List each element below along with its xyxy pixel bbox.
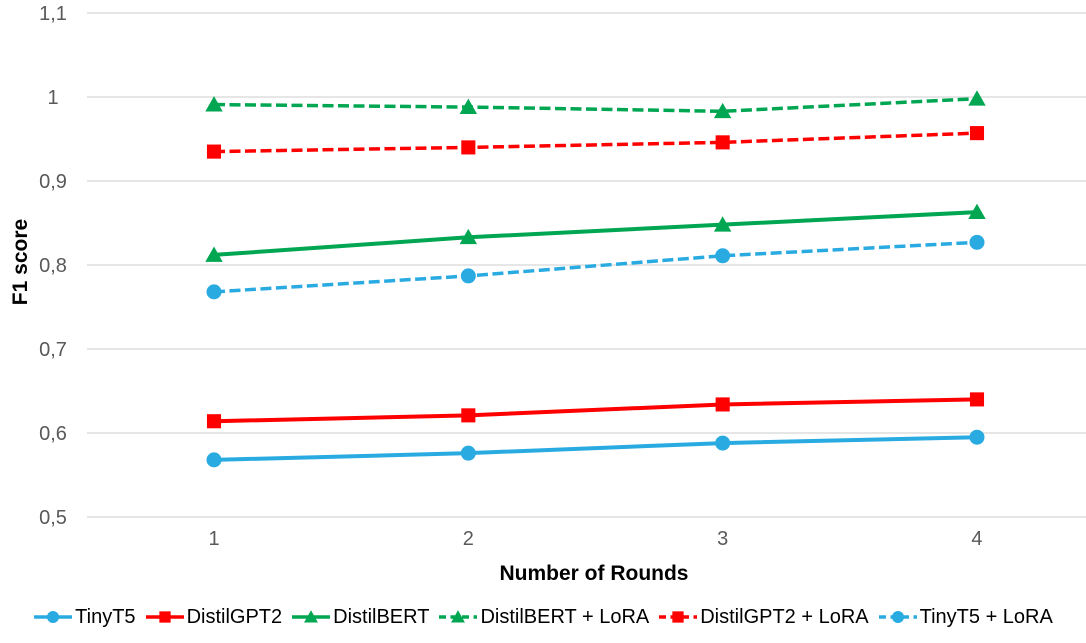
data-point-marker bbox=[206, 452, 222, 468]
circle-marker-icon bbox=[34, 611, 73, 623]
data-point-marker bbox=[205, 96, 223, 112]
data-point-marker bbox=[969, 392, 985, 407]
circle-marker-icon bbox=[878, 611, 917, 623]
data-point-marker bbox=[968, 203, 986, 219]
y-tick-label: 1,1 bbox=[39, 3, 67, 25]
legend-label: DistilGPT2 + LoRA bbox=[700, 605, 869, 628]
legend-marker bbox=[451, 610, 466, 623]
y-tick-label: 0,7 bbox=[39, 339, 67, 361]
data-point-marker bbox=[713, 102, 732, 119]
legend-item-tinyt5-lora: TinyT5 + LoRA bbox=[878, 606, 1053, 629]
x-tick-label: 4 bbox=[971, 528, 982, 550]
legend-item-distilbert-lora: DistilBERT + LoRA bbox=[438, 606, 649, 629]
chart-legend: TinyT5 DistilGPT2 DistilBERT DistilBERT + L… bbox=[0, 603, 1086, 631]
legend-label: TinyT5 + LoRA bbox=[919, 605, 1053, 628]
data-point-marker bbox=[206, 144, 222, 159]
data-point-marker bbox=[715, 135, 730, 150]
x-tick-label: 3 bbox=[717, 528, 728, 550]
y-tick-label: 0,5 bbox=[39, 507, 67, 529]
series-distilbert-lora bbox=[205, 90, 986, 119]
legend-item-distilgpt2-lora: DistilGPT2 + LoRA bbox=[658, 605, 869, 629]
data-point-marker bbox=[460, 268, 476, 284]
y-tick-label: 0,8 bbox=[39, 255, 67, 277]
series-distilgpt2 bbox=[206, 392, 985, 429]
data-point-marker bbox=[205, 246, 223, 262]
triangle-marker-icon bbox=[292, 610, 331, 623]
data-point-marker bbox=[206, 414, 222, 429]
legend-label: DistilBERT bbox=[333, 605, 430, 628]
legend-item-tinyt5: TinyT5 bbox=[33, 605, 136, 629]
series-line bbox=[213, 435, 978, 462]
legend-item-distilgpt2: DistilGPT2 bbox=[145, 605, 283, 629]
series-tinyt5 bbox=[206, 429, 985, 468]
data-point-marker bbox=[459, 98, 478, 114]
triangle-marker-icon bbox=[439, 610, 478, 623]
legend-marker bbox=[158, 611, 171, 623]
data-point-marker bbox=[969, 126, 985, 141]
legend-label: TinyT5 bbox=[75, 605, 136, 628]
data-point-marker bbox=[459, 228, 478, 245]
data-point-marker bbox=[969, 234, 985, 250]
y-tick-label: 0,9 bbox=[39, 171, 67, 193]
legend-marker bbox=[47, 611, 60, 623]
data-point-marker bbox=[715, 435, 731, 451]
series-line bbox=[213, 397, 978, 424]
data-point-marker bbox=[461, 408, 476, 423]
x-tick-label: 2 bbox=[463, 528, 474, 550]
square-marker-icon bbox=[659, 611, 698, 623]
x-tick-label: 1 bbox=[208, 528, 219, 550]
data-point-marker bbox=[713, 216, 732, 232]
data-point-marker bbox=[206, 284, 222, 300]
series-line bbox=[213, 240, 978, 294]
series-distilbert bbox=[205, 203, 986, 262]
legend-label: DistilBERT + LoRA bbox=[480, 605, 650, 628]
legend-marker bbox=[891, 611, 904, 623]
plot-area: 0,5 0,6 0,7 0,8 0,9 1 1,1 1 2 3 4 bbox=[39, 3, 1086, 550]
legend-item-distilbert: DistilBERT bbox=[291, 606, 429, 629]
data-point-marker bbox=[460, 445, 476, 461]
legend-marker bbox=[672, 611, 684, 623]
data-point-marker bbox=[969, 429, 985, 445]
y-axis-title: F1 score bbox=[9, 218, 32, 306]
series-tinyt5-lora bbox=[206, 234, 985, 300]
legend-label: DistilGPT2 bbox=[186, 605, 283, 628]
y-tick-label: 0,6 bbox=[39, 423, 67, 445]
data-point-marker bbox=[968, 90, 986, 106]
legend-marker bbox=[304, 610, 319, 623]
series-line bbox=[213, 131, 978, 154]
data-point-marker bbox=[715, 248, 731, 264]
series-line bbox=[213, 210, 978, 257]
data-point-marker bbox=[461, 140, 476, 155]
series-distilgpt2-lora bbox=[206, 126, 985, 159]
x-axis-title: Number of Rounds bbox=[499, 562, 689, 585]
square-marker-icon bbox=[145, 611, 184, 623]
y-tick-label: 1 bbox=[47, 87, 58, 109]
data-point-marker bbox=[715, 397, 730, 412]
series-line bbox=[213, 96, 978, 114]
